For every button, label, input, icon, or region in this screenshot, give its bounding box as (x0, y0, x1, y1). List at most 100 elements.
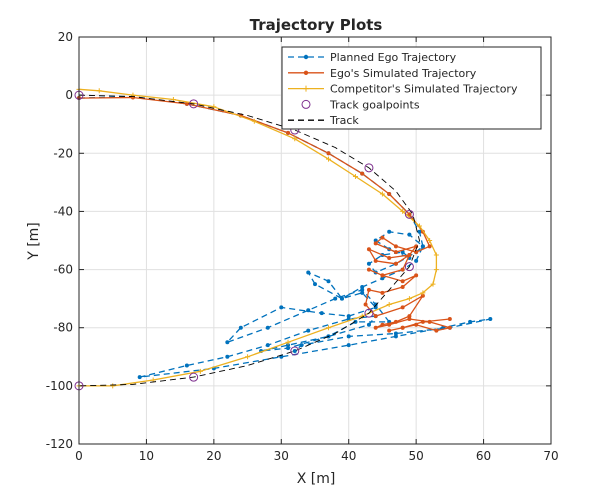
data-point (346, 314, 351, 319)
legend-label: Ego's Simulated Trajectory (330, 67, 477, 80)
y-tick-label: -120 (46, 437, 73, 451)
data-point (373, 325, 378, 330)
data-point (265, 325, 270, 330)
data-point (373, 238, 378, 243)
data-point (420, 244, 425, 249)
x-tick-label: 70 (543, 449, 558, 463)
data-point (427, 238, 433, 243)
data-point (197, 368, 203, 374)
data-point (366, 287, 371, 292)
data-point (366, 322, 371, 327)
series-line (78, 94, 420, 387)
data-point (417, 223, 423, 229)
goalpoint-marker (189, 372, 199, 382)
x-tick-label: 10 (139, 449, 154, 463)
data-point (360, 290, 365, 295)
data-point (366, 261, 371, 266)
data-point (447, 325, 452, 330)
data-point (380, 276, 385, 281)
y-axis-label: Y [m] (26, 222, 42, 261)
data-point (393, 250, 398, 255)
data-point (286, 343, 291, 348)
data-point (313, 282, 317, 287)
data-point (326, 151, 331, 156)
data-point (137, 375, 142, 380)
data-point (373, 241, 378, 246)
data-point (393, 334, 398, 339)
legend-label: Planned Ego Trajectory (330, 51, 457, 64)
data-point (306, 328, 311, 333)
data-point (414, 258, 419, 263)
data-point (434, 328, 439, 333)
data-point (387, 255, 392, 260)
data-point (279, 305, 284, 310)
data-point (433, 267, 439, 273)
data-point (386, 301, 392, 307)
data-point (407, 212, 412, 217)
data-point (360, 285, 365, 290)
data-point (393, 331, 398, 336)
data-point (353, 319, 358, 324)
data-point (393, 244, 398, 249)
data-point (366, 247, 371, 252)
data-point (110, 383, 116, 389)
data-point (251, 118, 257, 124)
data-point (407, 316, 412, 321)
goalpoint-marker (364, 163, 374, 173)
y-tick-label: -100 (46, 379, 73, 393)
data-point (468, 319, 473, 324)
data-point (420, 293, 425, 298)
y-tick-label: -60 (53, 263, 73, 277)
x-axis-label: X [m] (297, 471, 336, 487)
data-point (373, 302, 378, 307)
legend-label: Competitor's Simulated Trajectory (330, 83, 518, 96)
legend-swatch-marker (303, 54, 309, 60)
data-point (265, 343, 270, 348)
x-tick-label: 40 (341, 449, 356, 463)
data-point (360, 171, 365, 176)
x-tick-label: 30 (274, 449, 289, 463)
data-point (373, 314, 378, 319)
data-point (292, 136, 298, 142)
data-point (447, 316, 452, 321)
data-point (346, 334, 351, 339)
legend-swatch-marker (303, 70, 309, 76)
data-point (387, 191, 392, 196)
data-point (366, 267, 371, 272)
data-point (380, 273, 385, 278)
data-point (380, 235, 385, 240)
data-point (245, 354, 251, 360)
x-tick-label: 20 (206, 449, 221, 463)
goalpoint-marker (404, 262, 414, 272)
data-point (333, 296, 338, 301)
data-point (319, 311, 324, 316)
data-point (363, 302, 368, 307)
data-point (400, 279, 405, 284)
data-point (225, 354, 230, 359)
data-point (400, 285, 405, 290)
data-point (400, 305, 405, 310)
data-point (346, 343, 351, 348)
goalpoint-marker (404, 209, 414, 219)
data-point (360, 287, 365, 292)
data-point (286, 130, 291, 135)
data-point (407, 232, 412, 237)
data-point (387, 328, 392, 333)
data-point (286, 346, 291, 351)
data-point (96, 88, 102, 94)
data-point (387, 229, 392, 234)
legend-swatch-marker (303, 85, 309, 92)
data-point (488, 316, 493, 321)
data-point (427, 244, 432, 249)
data-point (373, 258, 378, 263)
axes-box (78, 36, 552, 445)
y-tick-label: -80 (53, 321, 73, 335)
goalpoint-marker (189, 99, 199, 109)
chart-title: Trajectory Plots (250, 16, 383, 34)
data-point (400, 325, 405, 330)
data-point (380, 290, 385, 295)
data-point (292, 348, 297, 353)
data-point (306, 308, 311, 313)
data-point (352, 174, 358, 180)
